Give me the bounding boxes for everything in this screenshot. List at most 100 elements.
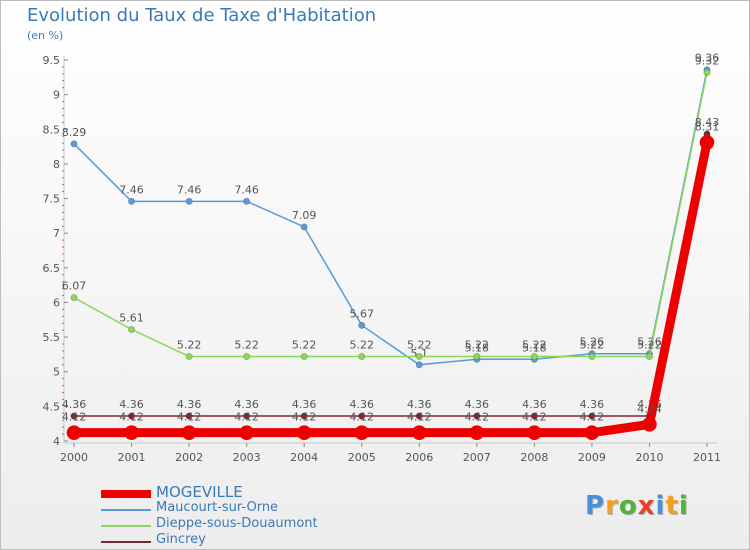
series-point-1 [645, 352, 653, 360]
data-label: 4.12 [522, 411, 547, 424]
data-label: 4.36 [407, 398, 432, 411]
data-label: 7.09 [292, 209, 317, 222]
series-point-3 [469, 425, 485, 440]
series-point-1 [588, 352, 596, 360]
series-point-1 [358, 352, 366, 360]
y-tick-label: 6 [53, 296, 60, 309]
data-label: 5.26 [580, 336, 605, 349]
logo-letter: o [618, 491, 638, 521]
series-point-0 [70, 140, 78, 148]
y-tick-label: 8 [53, 158, 60, 171]
y-tick-label: 5 [53, 366, 60, 379]
data-label: 5.22 [349, 338, 374, 351]
series-point-0 [415, 361, 423, 369]
series-point-3 [124, 425, 139, 440]
legend-label: MOGEVILLE [156, 483, 243, 501]
y-tick-label: 7.5 [43, 193, 61, 206]
data-label: 5.22 [637, 338, 662, 351]
y-tick-label: 5.5 [43, 331, 61, 344]
logo-letter: t [665, 491, 679, 521]
series-point-3 [354, 425, 370, 440]
data-label: 4.12 [119, 411, 144, 424]
series-point-0 [185, 197, 193, 205]
x-tick-label: 2000 [60, 451, 88, 464]
x-tick-label: 2010 [635, 451, 663, 464]
series-point-3 [527, 425, 542, 440]
data-label: 4.36 [234, 398, 259, 411]
series-point-3 [239, 425, 254, 440]
data-label: 4.36 [119, 398, 144, 411]
data-label: 8.31 [695, 120, 720, 133]
data-label: 4.36 [292, 398, 317, 411]
data-label: 4.12 [465, 411, 490, 424]
data-label: 7.46 [119, 183, 144, 196]
data-label: 4.36 [465, 398, 490, 411]
series-point-2 [185, 412, 193, 420]
data-label: 5.22 [234, 338, 259, 351]
series-point-3 [584, 425, 600, 440]
data-label: 4.36 [349, 398, 374, 411]
data-label: 4.24 [637, 402, 662, 415]
series-point-1 [415, 352, 423, 360]
data-label: 5.22 [580, 338, 605, 351]
data-label: 9.36 [695, 52, 720, 65]
data-label: 4.12 [177, 411, 202, 424]
data-label: 5.26 [637, 336, 662, 349]
proxiti-logo: Proxiti [585, 491, 689, 521]
data-label: 7.46 [234, 183, 259, 196]
legend-label: Gincrey [156, 532, 206, 547]
series-point-0 [358, 321, 366, 329]
series-point-0 [300, 223, 308, 231]
series-point-1 [300, 352, 308, 360]
series-point-2 [588, 412, 596, 420]
data-label: 8.29 [62, 126, 87, 139]
data-label: 8.43 [695, 116, 720, 129]
data-label: 9.32 [695, 54, 720, 67]
data-label: 5.18 [465, 341, 490, 354]
data-label: 4.36 [62, 398, 87, 411]
x-tick-label: 2005 [348, 451, 376, 464]
series-point-2 [70, 412, 78, 420]
y-tick-label: 9 [53, 89, 60, 102]
data-label: 5.22 [177, 338, 202, 351]
series-point-2 [243, 412, 251, 420]
series-point-2 [530, 412, 538, 420]
logo-letter: i [655, 491, 666, 521]
series-point-3 [296, 425, 312, 440]
legend-swatch [101, 541, 151, 543]
data-label: 7.46 [177, 183, 202, 196]
legend-swatch [101, 509, 151, 511]
series-point-2 [473, 412, 481, 420]
data-label: 6.07 [62, 280, 87, 293]
data-label: 4.12 [349, 411, 374, 424]
series-point-3 [181, 425, 197, 440]
data-label: 4.12 [234, 411, 259, 424]
series-point-1 [703, 68, 711, 76]
series-line-2 [73, 133, 708, 417]
logo-letter: r [605, 491, 619, 521]
series-point-1 [185, 352, 193, 360]
y-tick-label: 4 [53, 435, 60, 448]
data-label: 5.22 [407, 338, 432, 351]
x-tick-label: 2004 [290, 451, 318, 464]
y-tick-label: 6.5 [43, 262, 61, 275]
logo-letter: x [637, 491, 656, 521]
data-label: 4.36 [177, 398, 202, 411]
x-tick-label: 2006 [405, 451, 433, 464]
series-point-1 [243, 352, 251, 360]
series-point-3 [411, 425, 427, 440]
data-label: 4.12 [580, 411, 605, 424]
legend-swatch [101, 490, 151, 498]
series-line-1 [73, 71, 708, 358]
series-point-1 [128, 325, 136, 333]
series-line-3 [69, 137, 712, 438]
logo-letter: P [585, 491, 606, 521]
y-tick-label: 9.5 [43, 54, 61, 67]
data-label: 5.22 [292, 338, 317, 351]
series-point-2 [415, 412, 423, 420]
chart-title: Evolution du Taux de Taxe d'Habitation [27, 5, 377, 26]
chart-subtitle: (en %) [27, 29, 64, 42]
series-point-0 [243, 197, 251, 205]
